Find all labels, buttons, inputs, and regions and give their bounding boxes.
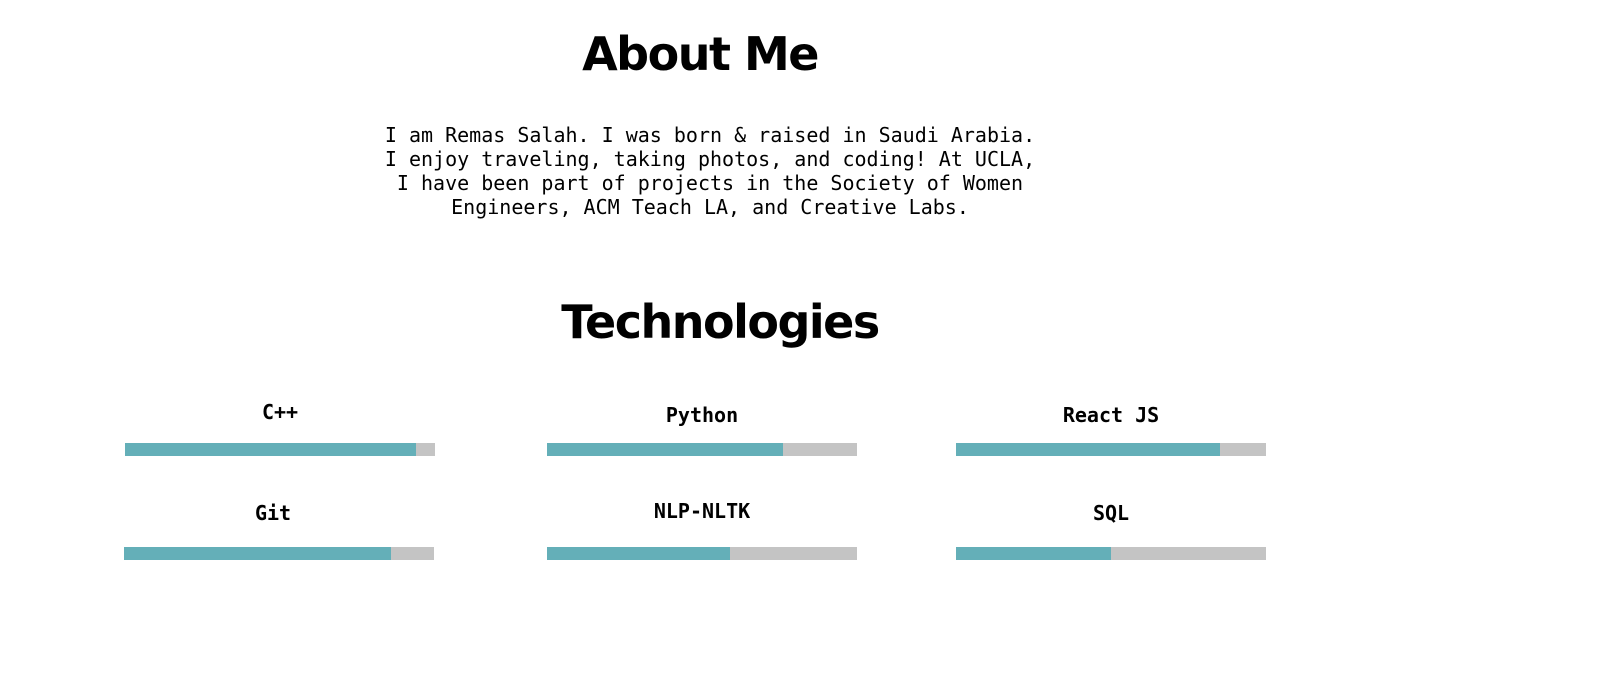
skill-react-js: React JS: [956, 402, 1266, 456]
skill-name: React JS: [1062, 403, 1160, 427]
skill-bar-fill: [125, 443, 417, 456]
skill-bar-track: [547, 547, 857, 560]
skill-python: Python: [547, 402, 857, 456]
skill-bar-fill: [124, 547, 391, 560]
skill-bar-fill: [956, 443, 1220, 456]
skill-sql: SQL: [956, 500, 1266, 560]
skill-name: SQL: [1092, 501, 1130, 525]
skill-name: Python: [665, 403, 739, 427]
skill-bar-track: [956, 443, 1266, 456]
technologies-heading: Technologies: [561, 295, 880, 349]
skill-bar-fill: [547, 443, 783, 456]
skill-bar-track: [956, 547, 1266, 560]
skill-git: Git: [124, 500, 434, 560]
skill-bar-fill: [956, 547, 1111, 560]
skill-name: Git: [254, 501, 292, 525]
about-me-heading: About Me: [582, 27, 819, 81]
skill-bar-track: [125, 443, 435, 456]
skill-bar-fill: [547, 547, 730, 560]
skill-cpp: C++: [125, 399, 435, 456]
skill-nlp-nltk: NLP-NLTK: [547, 498, 857, 560]
about-me-paragraph: I am Remas Salah. I was born & raised in…: [384, 123, 1036, 219]
skill-bar-track: [547, 443, 857, 456]
skill-bar-track: [124, 547, 434, 560]
skill-name: NLP-NLTK: [653, 499, 751, 523]
skill-name: C++: [261, 400, 299, 424]
